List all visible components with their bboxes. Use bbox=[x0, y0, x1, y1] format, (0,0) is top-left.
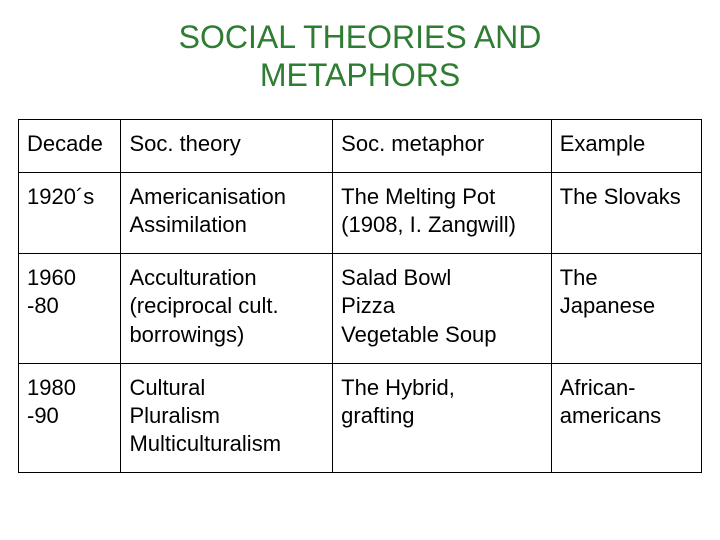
cell-line: (1908, I. Zangwill) bbox=[341, 211, 543, 239]
theories-table: Decade Soc. theory Soc. metaphor Example… bbox=[18, 119, 702, 473]
table-row: 1960 -80 Acculturation (reciprocal cult.… bbox=[19, 254, 702, 363]
cell-theory: Cultural Pluralism Multiculturalism bbox=[121, 363, 333, 472]
table-row: 1980 -90 Cultural Pluralism Multicultura… bbox=[19, 363, 702, 472]
cell-line: grafting bbox=[341, 402, 543, 430]
cell-example: African- americans bbox=[551, 363, 701, 472]
cell-line: The Hybrid, bbox=[341, 374, 543, 402]
cell-line: borrowings) bbox=[129, 321, 324, 349]
cell-line: americans bbox=[560, 402, 693, 430]
col-header-metaphor: Soc. metaphor bbox=[333, 119, 552, 172]
cell-metaphor: Salad Bowl Pizza Vegetable Soup bbox=[333, 254, 552, 363]
cell-line: Salad Bowl bbox=[341, 264, 543, 292]
cell-metaphor: The Melting Pot (1908, I. Zangwill) bbox=[333, 172, 552, 253]
table-header-row: Decade Soc. theory Soc. metaphor Example bbox=[19, 119, 702, 172]
table-row: 1920´s Americanisation Assimilation The … bbox=[19, 172, 702, 253]
cell-decade: 1980 -90 bbox=[19, 363, 121, 472]
col-header-decade: Decade bbox=[19, 119, 121, 172]
cell-decade: 1920´s bbox=[19, 172, 121, 253]
table-body: 1920´s Americanisation Assimilation The … bbox=[19, 172, 702, 472]
col-header-theory: Soc. theory bbox=[121, 119, 333, 172]
cell-line: Vegetable Soup bbox=[341, 321, 543, 349]
title-line-1: SOCIAL THEORIES AND bbox=[18, 18, 702, 56]
cell-line: Pluralism bbox=[129, 402, 324, 430]
cell-line: The Melting Pot bbox=[341, 183, 543, 211]
cell-metaphor: The Hybrid, grafting bbox=[333, 363, 552, 472]
cell-theory: Acculturation (reciprocal cult. borrowin… bbox=[121, 254, 333, 363]
title-line-2: METAPHORS bbox=[18, 56, 702, 94]
cell-example: The Japanese bbox=[551, 254, 701, 363]
cell-decade: 1960 -80 bbox=[19, 254, 121, 363]
cell-line: (reciprocal cult. bbox=[129, 292, 324, 320]
cell-line: Assimilation bbox=[129, 211, 324, 239]
cell-example: The Slovaks bbox=[551, 172, 701, 253]
cell-line: Multiculturalism bbox=[129, 430, 324, 458]
cell-line: African- bbox=[560, 374, 693, 402]
col-header-example: Example bbox=[551, 119, 701, 172]
cell-line: Acculturation bbox=[129, 264, 324, 292]
cell-line: Pizza bbox=[341, 292, 543, 320]
cell-theory: Americanisation Assimilation bbox=[121, 172, 333, 253]
cell-line: Cultural bbox=[129, 374, 324, 402]
cell-line: The Slovaks bbox=[560, 183, 693, 211]
page-title: SOCIAL THEORIES AND METAPHORS bbox=[18, 18, 702, 95]
cell-line: Americanisation bbox=[129, 183, 324, 211]
cell-line: The Japanese bbox=[560, 264, 693, 320]
